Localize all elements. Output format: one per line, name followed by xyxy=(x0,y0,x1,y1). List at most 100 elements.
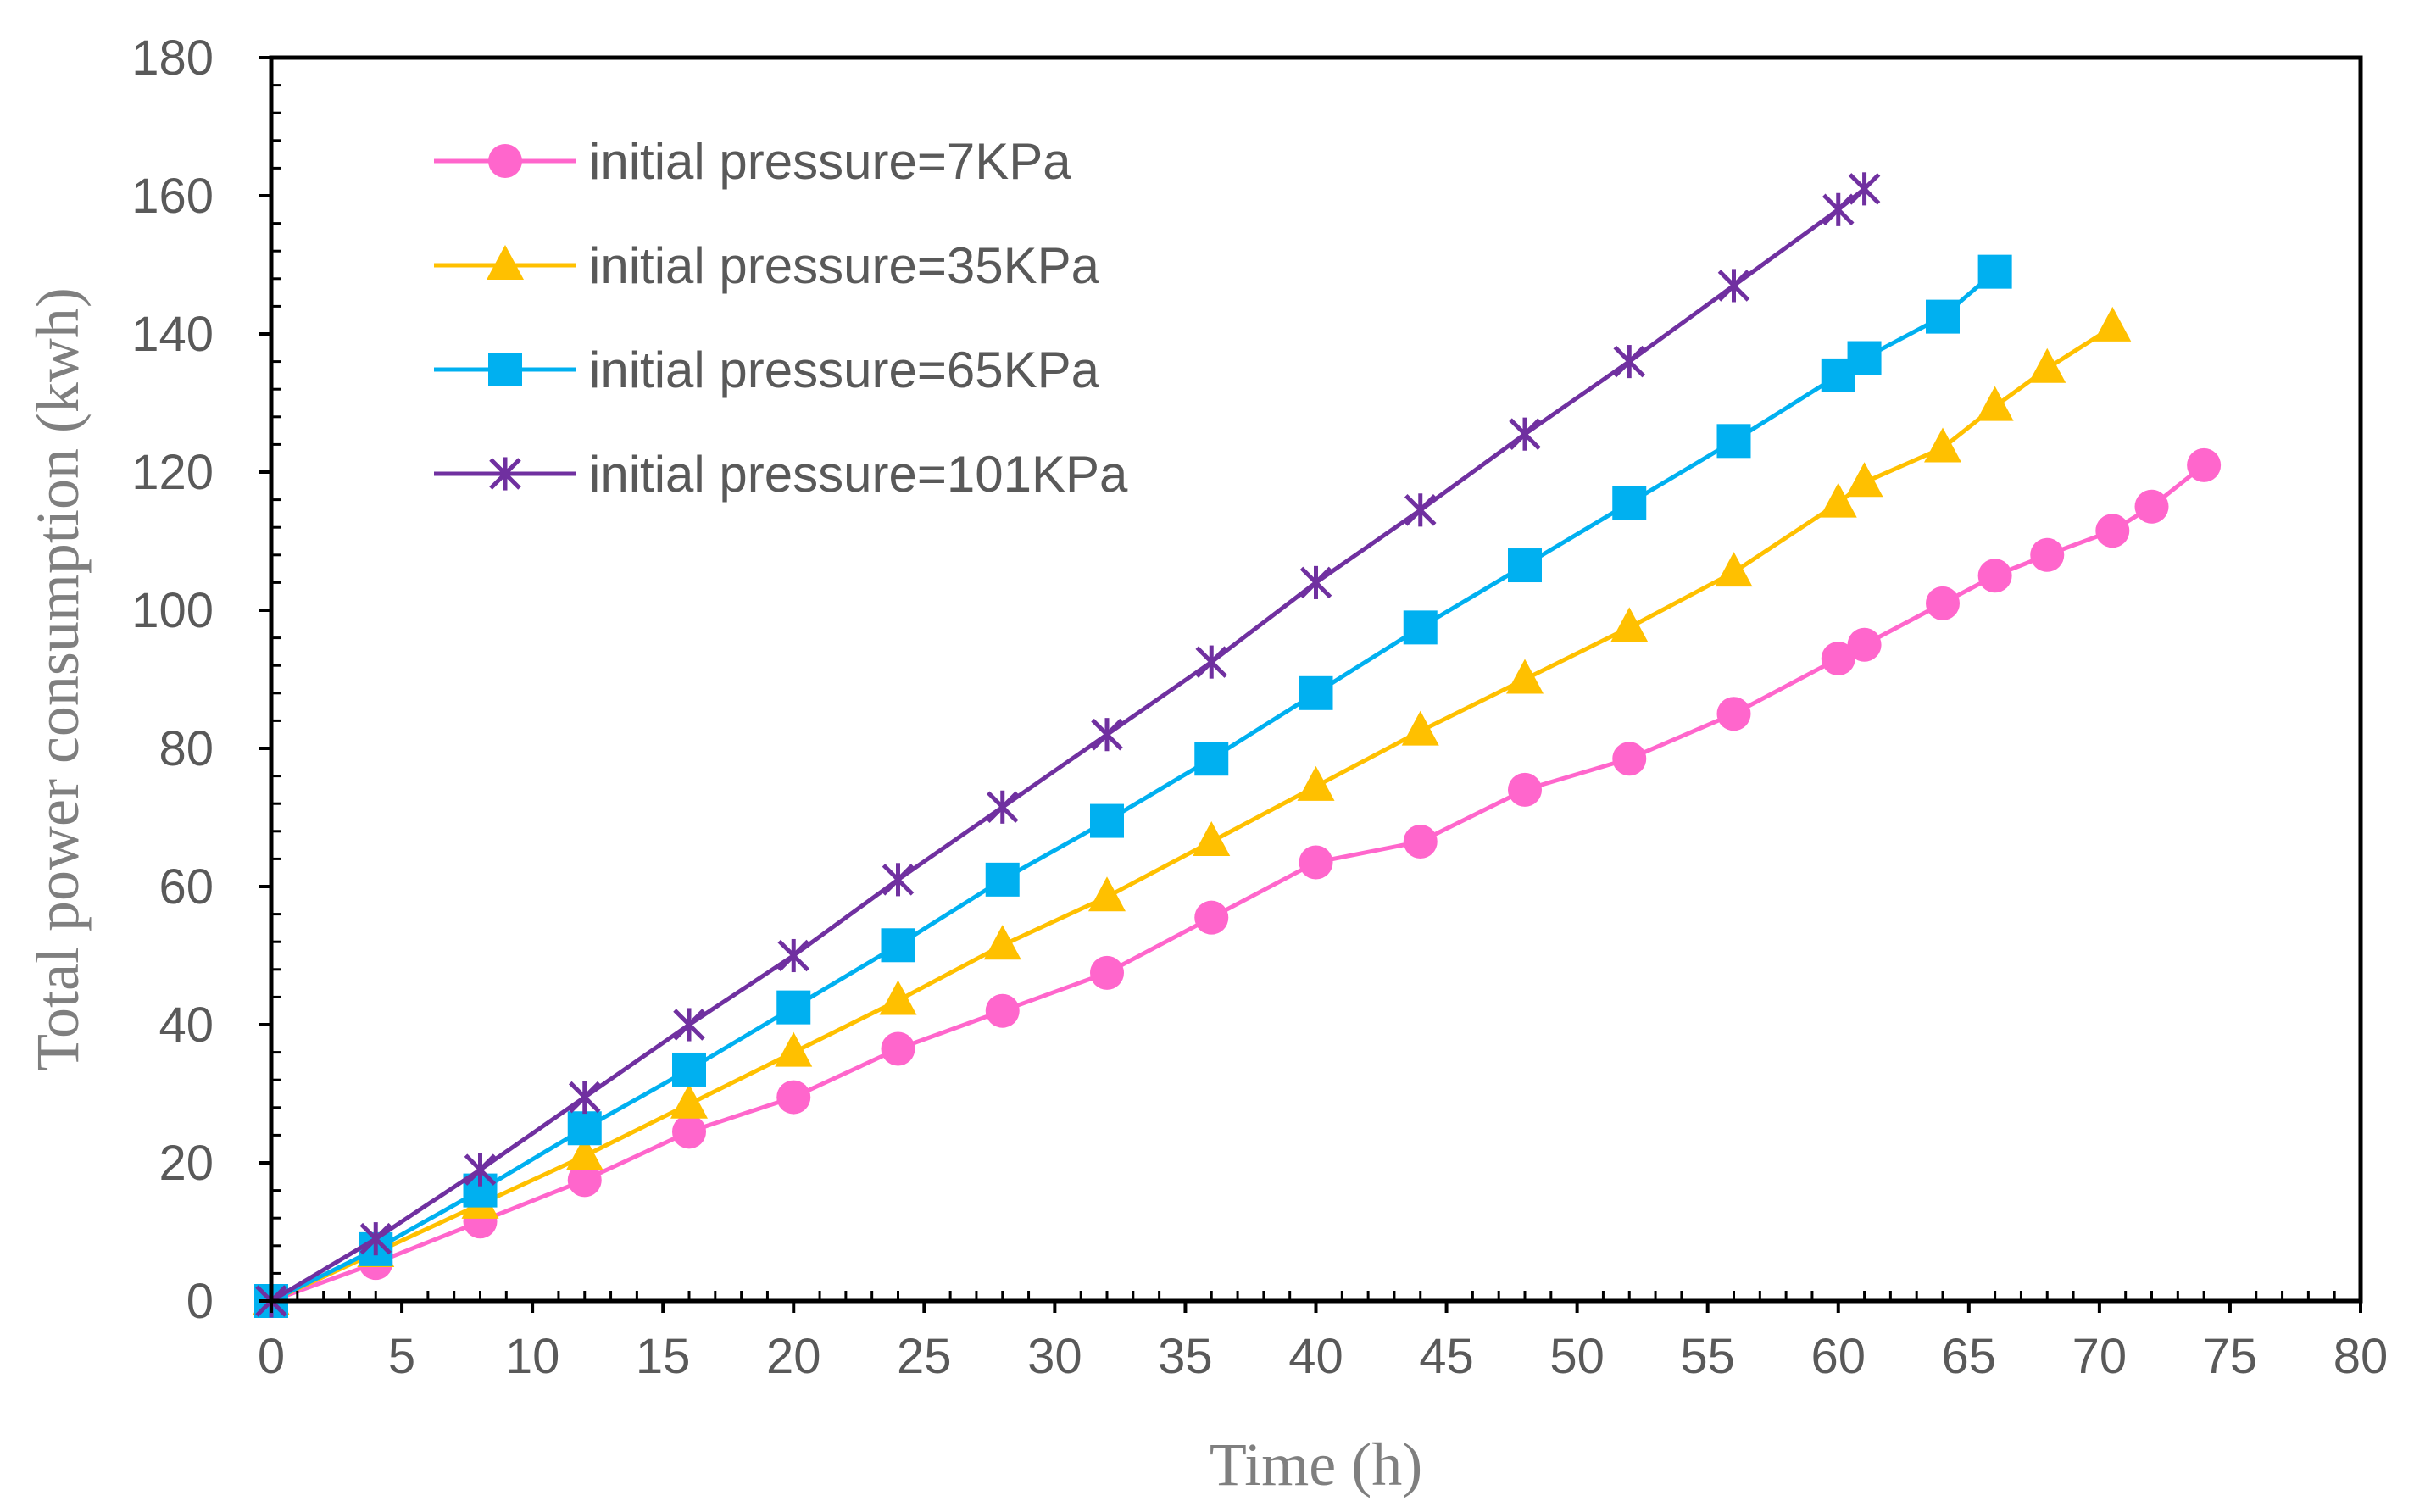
data-point-square xyxy=(1716,424,1751,459)
data-point-star xyxy=(1195,645,1228,679)
y-tick-label: 0 xyxy=(186,1274,214,1329)
data-point-star xyxy=(359,1222,392,1256)
y-tick-label: 140 xyxy=(131,307,214,362)
legend-label: initial pressure=65KPa xyxy=(589,342,1100,398)
data-point-triangle xyxy=(775,1031,813,1067)
data-point-triangle xyxy=(1715,552,1753,587)
data-point-triangle xyxy=(1088,876,1126,912)
data-point-square xyxy=(672,1052,706,1087)
data-point-star xyxy=(568,1081,601,1115)
legend-item: initial pressure=101KPa xyxy=(434,446,1128,503)
series-4 xyxy=(255,172,1881,1318)
data-point-triangle xyxy=(2028,347,2066,383)
x-tick-label: 55 xyxy=(1680,1329,1735,1384)
legend-marker xyxy=(488,353,522,386)
y-tick-label: 60 xyxy=(159,859,214,914)
y-tick-label: 80 xyxy=(159,721,214,776)
data-point-star xyxy=(1091,718,1123,752)
x-axis-tick-labels: 0 5 10 15 20 25 30 35 40 45 50 55 60 65 70 75 80 xyxy=(258,1329,2388,1384)
legend-label: initial pressure=7KPa xyxy=(589,133,1071,190)
y-tick-label: 180 xyxy=(131,31,214,86)
y-tick-label: 120 xyxy=(131,445,214,500)
y-axis-tick-labels: 0 20 40 60 80 100 120 140 160 180 xyxy=(131,31,214,1329)
data-point-square xyxy=(1194,742,1229,776)
x-tick-label: 45 xyxy=(1419,1329,1474,1384)
legend-item: initial pressure=65KPa xyxy=(434,342,1100,398)
data-point-star xyxy=(1613,345,1646,379)
data-point-circle xyxy=(567,1163,602,1198)
data-point-triangle xyxy=(983,925,1021,960)
series-line xyxy=(270,463,2205,1304)
legend-item: initial pressure=7KPa xyxy=(434,133,1071,190)
series-1 xyxy=(254,447,2222,1318)
data-point-star xyxy=(882,863,915,897)
legend-marker xyxy=(488,144,522,178)
data-point-circle xyxy=(1299,845,1333,880)
data-point-triangle xyxy=(1506,659,1544,694)
x-tick-label: 15 xyxy=(636,1329,691,1384)
data-point-triangle xyxy=(2094,306,2132,342)
data-point-triangle xyxy=(1401,710,1439,746)
data-point-star xyxy=(464,1153,497,1187)
data-point-circle xyxy=(672,1115,706,1149)
data-point-square xyxy=(985,862,1020,897)
legend-item: initial pressure=35KPa xyxy=(434,237,1100,294)
x-tick-label: 10 xyxy=(505,1329,560,1384)
legend: initial pressure=7KPa initial pressure=35… xyxy=(434,133,1128,503)
legend-marker xyxy=(487,245,524,280)
y-tick-label: 100 xyxy=(131,583,214,638)
data-point-circle xyxy=(2095,514,2130,548)
y-tick-label: 40 xyxy=(159,998,214,1053)
series-2 xyxy=(253,306,2132,1315)
x-tick-label: 30 xyxy=(1027,1329,1082,1384)
data-point-square xyxy=(1612,486,1647,520)
legend-label: initial pressure=101KPa xyxy=(589,446,1128,503)
data-point-triangle xyxy=(1610,607,1649,642)
data-point-circle xyxy=(2134,489,2169,524)
data-point-triangle xyxy=(879,980,917,1015)
x-tick-label: 80 xyxy=(2333,1329,2389,1384)
data-point-square xyxy=(1977,254,2012,289)
data-point-circle xyxy=(2187,447,2222,482)
data-point-circle xyxy=(1716,697,1751,731)
data-point-circle xyxy=(1508,772,1542,807)
data-point-triangle xyxy=(1297,765,1335,801)
data-point-square xyxy=(1847,341,1882,375)
data-point-square xyxy=(1508,548,1542,583)
data-point-square xyxy=(1403,610,1438,645)
x-tick-label: 60 xyxy=(1810,1329,1866,1384)
data-point-circle xyxy=(1194,900,1229,935)
data-point-circle xyxy=(1612,742,1647,776)
data-point-star xyxy=(986,790,1019,824)
data-point-triangle xyxy=(670,1083,708,1119)
data-point-star xyxy=(1299,565,1332,599)
data-point-triangle xyxy=(1819,482,1857,518)
axis-ticks xyxy=(259,56,2362,1313)
data-point-star xyxy=(1404,493,1437,527)
x-tick-label: 20 xyxy=(766,1329,821,1384)
data-point-circle xyxy=(881,1031,915,1066)
data-point-square xyxy=(1299,675,1333,710)
data-point-circle xyxy=(1926,586,1960,620)
y-tick-label: 20 xyxy=(159,1136,214,1191)
x-tick-label: 25 xyxy=(897,1329,952,1384)
data-point-square xyxy=(1926,299,1960,334)
data-point-triangle xyxy=(1193,821,1231,857)
series-layer xyxy=(253,172,2222,1318)
data-point-square xyxy=(1090,803,1124,838)
data-point-circle xyxy=(776,1080,811,1115)
x-tick-label: 50 xyxy=(1549,1329,1605,1384)
data-point-star xyxy=(673,1008,705,1042)
data-point-star xyxy=(1822,192,1855,226)
series-3 xyxy=(254,254,2012,1318)
data-point-circle xyxy=(1090,955,1124,990)
data-point-square xyxy=(567,1111,602,1146)
data-point-star xyxy=(1717,269,1750,303)
x-tick-label: 65 xyxy=(1942,1329,1997,1384)
legend-marker xyxy=(489,457,521,491)
y-axis-title: Total power consumption (kwh) xyxy=(24,287,92,1071)
data-point-triangle xyxy=(1976,386,2014,421)
x-tick-label: 5 xyxy=(388,1329,415,1384)
x-tick-label: 35 xyxy=(1158,1329,1213,1384)
